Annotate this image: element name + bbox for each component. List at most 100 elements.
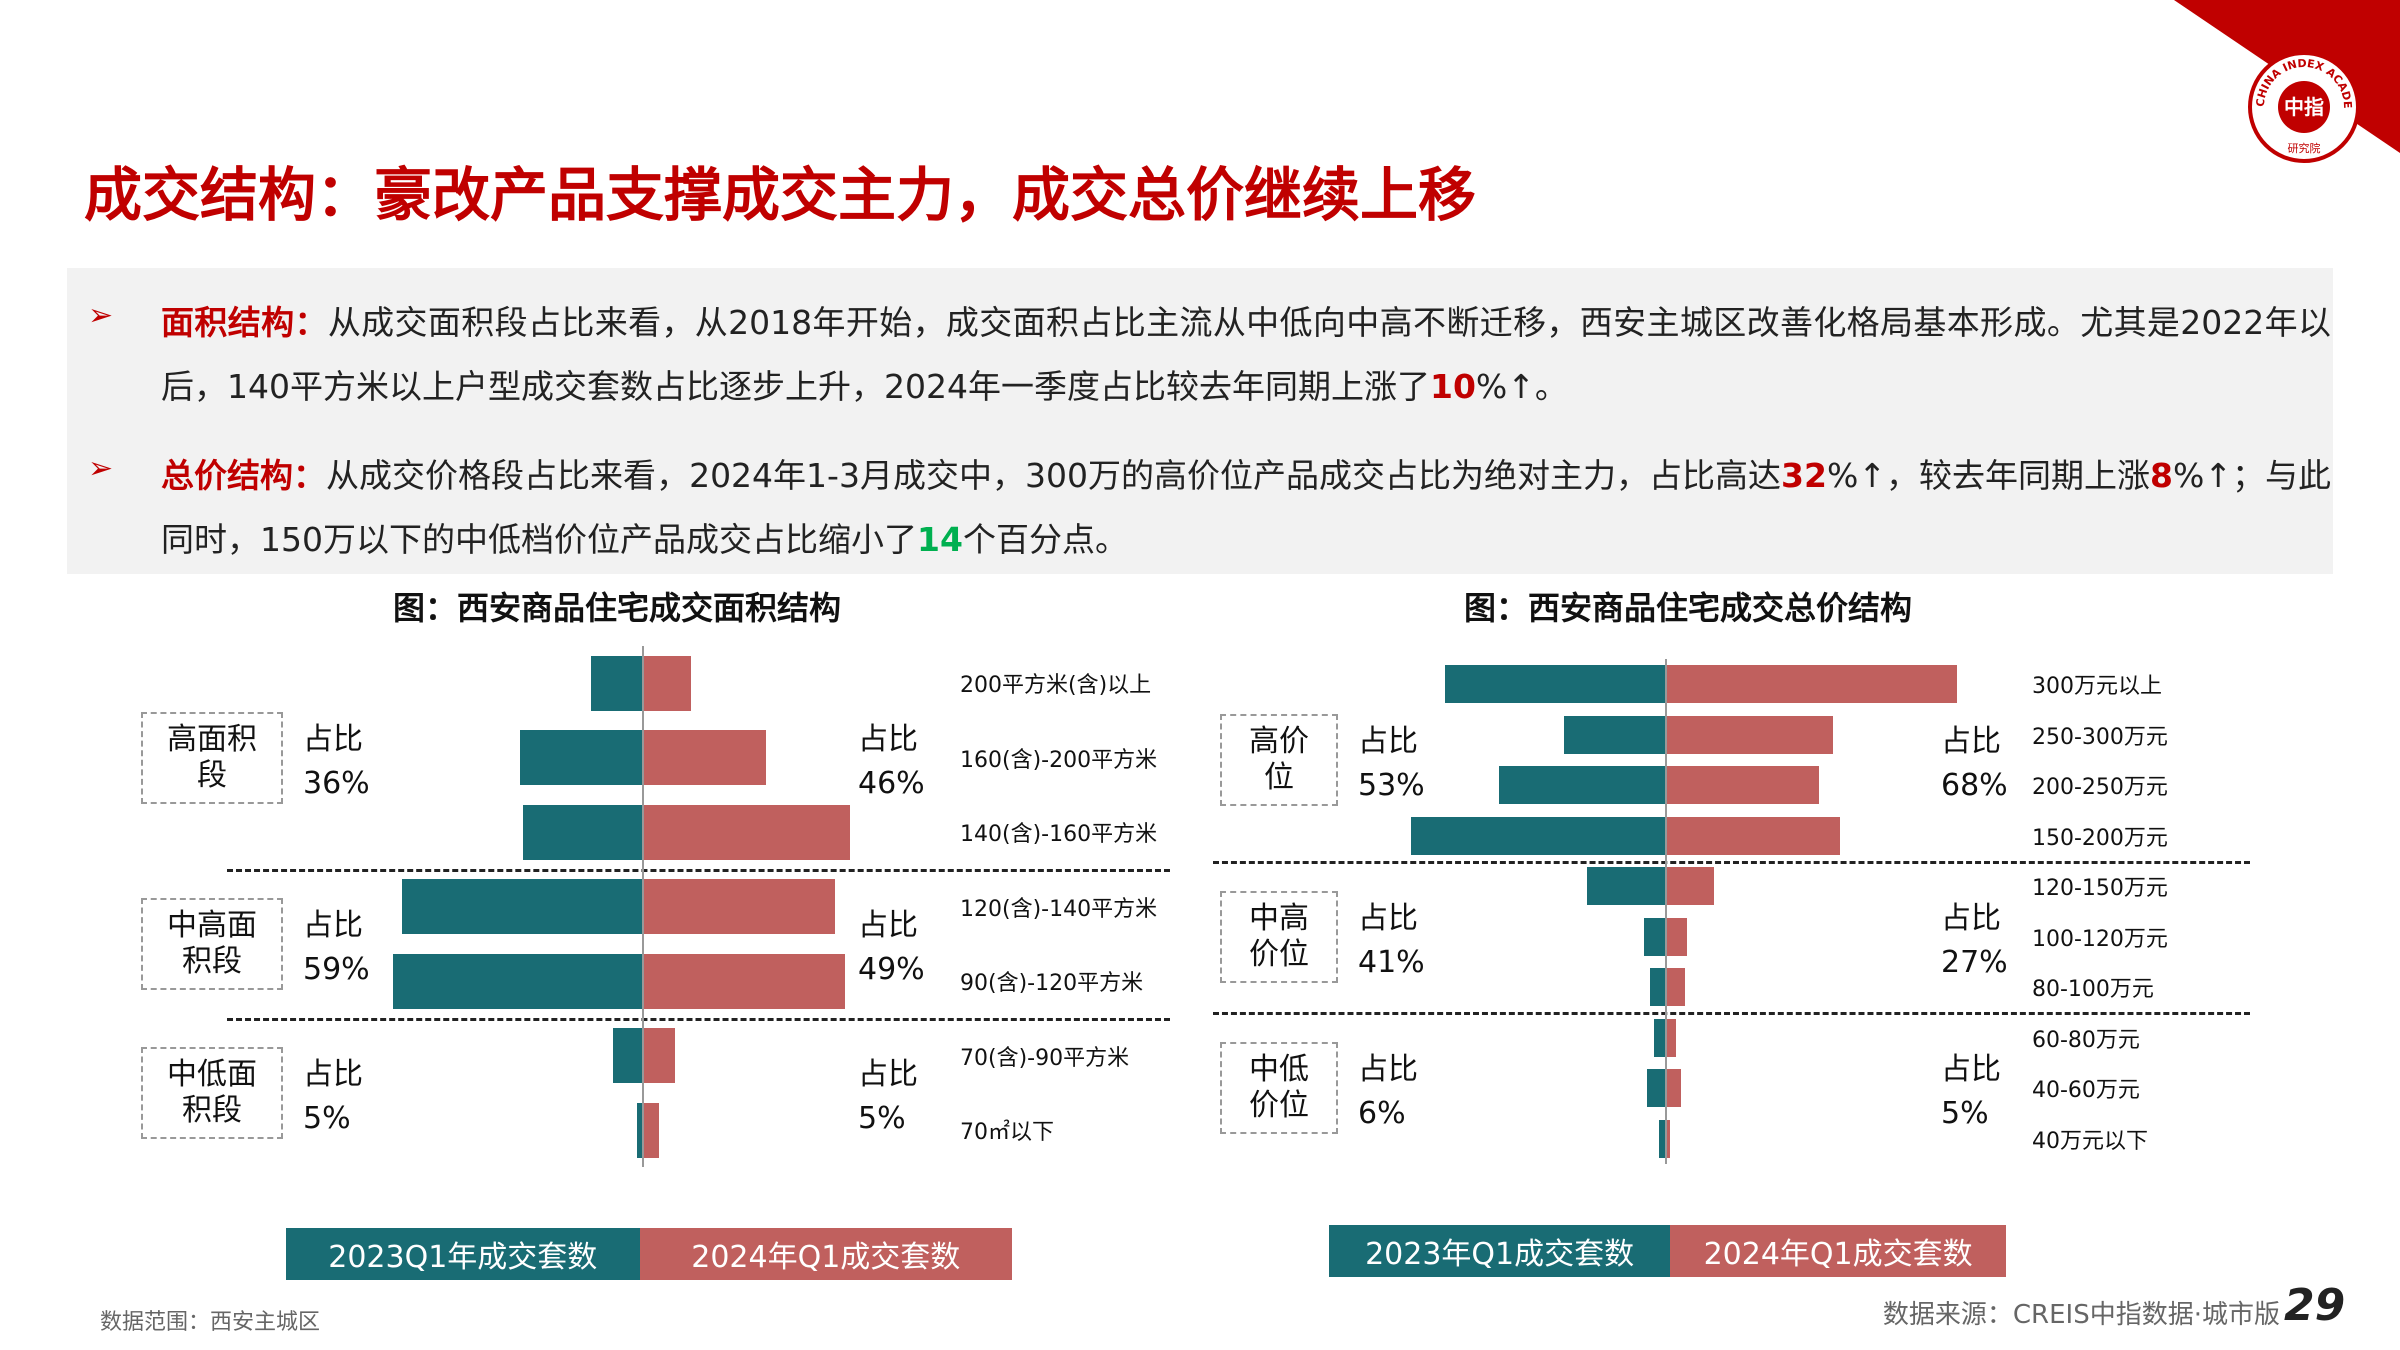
category-label: 250-300万元 [2032,724,2168,750]
legend-entry: 2024年Q1成交套数 [1670,1225,2006,1277]
bar [1666,816,1840,855]
share-value: 5% [858,1100,906,1136]
share-label: 占比 [858,1056,918,1092]
bar [643,655,692,711]
group-box: 高价位 [1220,713,1338,806]
group-box: 高面积段 [141,711,283,804]
group-box: 中低面积段 [141,1046,283,1139]
center-axis [642,645,644,1168]
share-value: 5% [1941,1096,1989,1131]
text-run: %↑；与此同时，150万以下的中低档价位产品成交占比缩小了 [161,456,2332,559]
highlight: 8 [2150,456,2173,495]
share-value: 49% [858,951,925,987]
share-value: 6% [1358,1096,1406,1131]
category-label: 90(含)-120平方米 [960,971,1144,996]
page-number: 29 [2284,1280,2346,1331]
group-box: 中高面积段 [141,897,283,990]
bar [1666,1119,1670,1158]
share-value: 5% [303,1100,351,1136]
bar [392,953,643,1009]
category-label: 40-60万元 [2032,1078,2140,1103]
share-value: 27% [1941,944,2008,980]
bar [1644,917,1666,956]
share-label: 占比 [303,907,363,943]
category-label: 200平方米(含)以上 [960,673,1152,698]
bar [643,1102,660,1158]
share-label: 占比 [1941,723,2001,759]
category-label: 100-120万元 [2032,926,2168,952]
chart-title: 图：西安商品住宅成交总价结构 [1463,589,1913,627]
bar [1654,1018,1666,1057]
share-value: 36% [303,765,370,801]
share-value: 53% [1358,767,1425,803]
share-label: 占比 [1358,900,1418,936]
share-label: 占比 [303,1056,363,1092]
category-label: 140(含)-160平方米 [960,822,1158,847]
text-run: %↑。 [1475,367,1568,406]
category-label: 80-100万元 [2032,977,2154,1002]
bullet-text: 总价结构：从成交价格段占比来看，2024年1-3月成交中，300万的高价位产品成… [161,444,2331,572]
bar [1586,867,1666,905]
group-box: 中高价位 [1220,890,1338,983]
bar [1666,715,1833,754]
bullet-label: 面积结构： [161,303,328,342]
bar [643,804,851,860]
category-label: 150-200万元 [2032,825,2168,851]
group-divider [1213,1012,2250,1016]
share-value: 59% [303,951,370,987]
bar [612,1028,643,1083]
bar [401,879,643,934]
data-source: 数据来源：CREIS中指数据·城市版 [1882,1300,2280,1330]
category-label: 200-250万元 [2032,775,2168,800]
bar [523,804,643,860]
bar [643,1028,675,1083]
bar [1444,665,1666,703]
share-label: 占比 [1358,1052,1418,1087]
share-value: 46% [858,765,925,801]
bar [1647,1069,1666,1107]
bar [1411,816,1666,855]
group-box: 中低价位 [1220,1042,1338,1134]
highlight: 14 [917,520,963,559]
logo-sub: 研究院 [2288,141,2321,155]
group-divider [1213,860,2250,864]
text-run: 从成交面积段占比来看，从2018年开始，成交面积占比主流从中低向中高不断迁移，西… [161,303,2332,406]
bar [1498,766,1666,804]
bar [643,879,835,934]
legend-entry: 2023年Q1成交套数 [1329,1225,1671,1277]
logo-core [2278,81,2330,133]
share-label: 占比 [303,721,363,757]
data-scope: 数据范围：西安主城区 [100,1310,321,1335]
share-value: 41% [1358,944,1425,980]
bullet-arrow: ➢ [88,451,114,486]
share-label: 占比 [858,721,918,757]
category-label: 120-150万元 [2032,876,2168,901]
category-label: 70(含)-90平方米 [960,1045,1130,1071]
text-run: %↑，较去年同期上涨 [1826,456,2151,495]
category-label: 120(含)-140平方米 [960,896,1158,922]
slide-title: 成交结构：豪改产品支撑成交主力，成交总价继续上移 [84,161,1477,229]
logo-name: 中指 [2284,95,2324,119]
share-label: 占比 [1358,723,1418,759]
category-label: 60-80万元 [2032,1027,2140,1053]
share-label: 占比 [858,907,918,943]
highlight: 10 [1429,367,1476,406]
logo-ring: CHINA INDEX ACADEMY [0,0,2354,109]
bar [1666,665,1957,703]
category-label: 40万元以下 [2032,1128,2148,1154]
text-run: 个百分点。 [962,520,1128,559]
bar [637,1102,643,1158]
legend-entry: 2023Q1年成交套数 [286,1228,640,1280]
summary-box [67,268,2333,574]
bar [1666,917,1687,956]
bullet-label: 总价结构： [161,456,327,495]
bar [1666,867,1714,905]
bar [1666,968,1685,1006]
highlight: 32 [1781,456,1827,495]
legend-entry: 2024年Q1成交套数 [639,1228,1012,1280]
share-label: 占比 [1941,900,2001,936]
share-value: 68% [1941,767,2008,803]
bar [1564,715,1666,754]
category-label: 70㎡以下 [960,1120,1054,1145]
bar [520,730,643,785]
